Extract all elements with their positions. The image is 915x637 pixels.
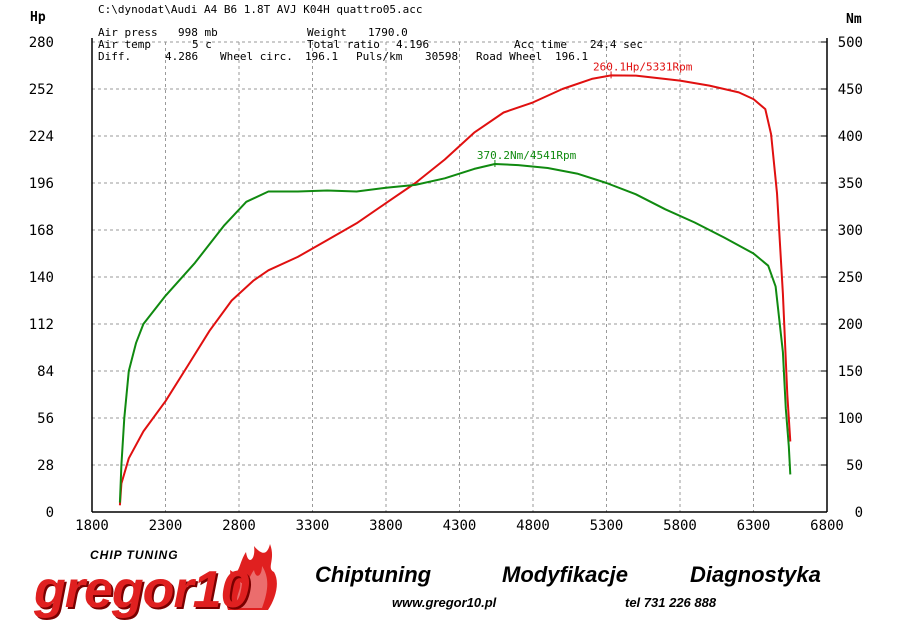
x-tick-label: 1800 (75, 518, 109, 530)
x-tick-label: 4800 (516, 518, 550, 530)
y-left-tick-label: 196 (29, 176, 54, 192)
diff-label: Diff. (98, 50, 132, 63)
power-curve (118, 74, 792, 506)
acc-time-value: 24.4 sec (590, 38, 643, 51)
y-right-tick-label: 500 (838, 35, 863, 51)
puls-label: Puls/km (356, 50, 403, 63)
road-wheel-label: Road Wheel (476, 50, 543, 63)
dyno-chart: 0285684112140168196224252280050100150200… (29, 35, 863, 530)
torque-peak-label: 370.2Nm/4541Rpm (477, 149, 577, 162)
logo-wordmark: gregor10 (34, 561, 250, 619)
chart-axes (91, 38, 828, 513)
chart-ticks: 0285684112140168196224252280050100150200… (29, 35, 863, 530)
y-left-tick-label: 56 (37, 411, 54, 427)
y-left-tick-label: 84 (37, 364, 54, 380)
total-ratio-value: 4.196 (396, 38, 430, 51)
torque-curve (118, 163, 792, 503)
y-left-unit: Hp (30, 10, 46, 25)
x-tick-label: 5300 (590, 518, 624, 530)
power-peak-label: 260.1Hp/5331Rpm (593, 60, 693, 73)
y-left-tick-label: 168 (29, 223, 54, 239)
slogan-chiptuning: Chiptuning (315, 562, 432, 587)
y-left-tick-label: 112 (29, 317, 54, 333)
y-right-tick-label: 350 (838, 176, 863, 192)
air-press-value: 998 mb (178, 26, 218, 39)
y-left-tick-label: 28 (37, 458, 54, 474)
y-right-tick-label: 0 (855, 505, 863, 521)
x-tick-label: 2300 (149, 518, 183, 530)
x-tick-label: 3800 (369, 518, 403, 530)
flame-icon (226, 544, 277, 610)
y-right-tick-label: 450 (838, 82, 863, 98)
x-tick-label: 5800 (663, 518, 697, 530)
acc-time-label: Acc time (514, 38, 567, 51)
y-right-tick-label: 300 (838, 223, 863, 239)
weight-label: Weight (307, 26, 347, 39)
y-right-tick-label: 150 (838, 364, 863, 380)
y-right-unit: Nm (846, 12, 862, 27)
logo-subtitle: CHIP TUNING (90, 548, 179, 562)
x-tick-label: 2800 (222, 518, 256, 530)
puls-value: 30598 (425, 50, 459, 63)
y-left-tick-label: 280 (29, 35, 54, 51)
diff-value: 4.286 (165, 50, 199, 63)
y-left-tick-label: 224 (29, 129, 54, 145)
x-tick-label: 6800 (810, 518, 844, 530)
y-right-tick-label: 400 (838, 129, 863, 145)
y-left-tick-label: 252 (29, 82, 54, 98)
total-ratio-label: Total ratio (307, 38, 380, 51)
y-right-tick-label: 200 (838, 317, 863, 333)
chart-series (118, 74, 792, 506)
y-left-tick-label: 0 (46, 505, 54, 521)
y-left-tick-label: 140 (29, 270, 54, 286)
website-link[interactable]: www.gregor10.pl (392, 595, 497, 610)
x-tick-label: 3300 (296, 518, 330, 530)
slogan-diagnostyka: Diagnostyka (690, 562, 821, 587)
slogan-modyfikacje: Modyfikacje (502, 562, 628, 587)
x-tick-label: 6300 (737, 518, 771, 530)
chart-grid (92, 41, 827, 512)
air-temp-value: 5 c (192, 38, 212, 51)
y-right-tick-label: 100 (838, 411, 863, 427)
x-tick-label: 4300 (443, 518, 477, 530)
file-path: C:\dynodat\Audi A4 B6 1.8T AVJ K04H quat… (98, 3, 423, 16)
y-right-tick-label: 250 (838, 270, 863, 286)
phone-number: tel 731 226 888 (625, 595, 717, 610)
chart-peak-labels: 260.1Hp/5331Rpm 370.2Nm/4541Rpm (477, 60, 693, 168)
air-temp-label: Air temp (98, 38, 151, 51)
weight-value: 1790.0 (368, 26, 408, 39)
road-wheel-value: 196.1 (555, 50, 589, 63)
wheel-circ-value: 196.1 (305, 50, 339, 63)
y-right-tick-label: 50 (846, 458, 863, 474)
air-press-label: Air press (98, 26, 158, 39)
wheel-circ-label: Wheel circ. (220, 50, 293, 63)
gregor10-logo: CHIP TUNING gregor10 (28, 544, 278, 630)
